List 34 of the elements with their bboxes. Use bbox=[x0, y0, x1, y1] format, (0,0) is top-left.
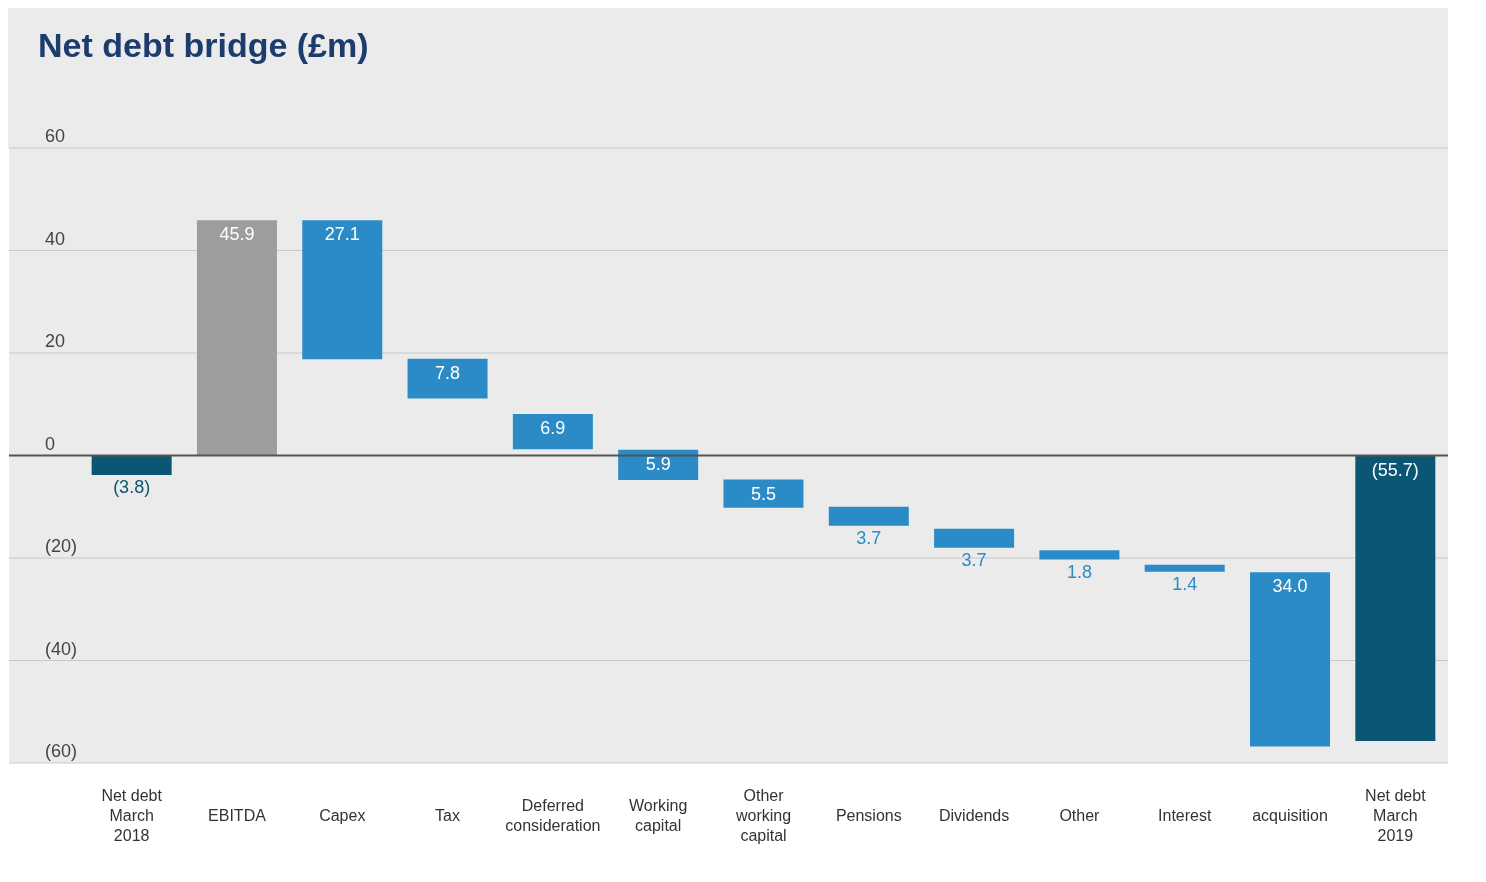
data-label: 27.1 bbox=[324, 224, 360, 245]
y-tick-label: 60 bbox=[45, 126, 66, 146]
x-tick-label: Pensions bbox=[835, 807, 902, 824]
y-tick-label: (20) bbox=[45, 536, 78, 556]
data-label: 1.4 bbox=[1172, 573, 1198, 594]
data-label: 3.7 bbox=[961, 549, 987, 570]
data-label: 5.9 bbox=[645, 453, 671, 474]
data-label: 1.8 bbox=[1066, 561, 1092, 582]
x-tick-label: Dividends bbox=[938, 807, 1010, 824]
data-label: (3.8) bbox=[113, 476, 151, 497]
data-label: 6.9 bbox=[540, 417, 566, 438]
x-tick-label: Capex bbox=[319, 807, 366, 824]
x-tick-label: Net debt March 2018 bbox=[101, 787, 163, 844]
y-tick-label: 20 bbox=[45, 331, 66, 351]
x-tick-label: Working capital bbox=[629, 797, 688, 834]
y-tick-label: 40 bbox=[45, 228, 66, 249]
x-tick-label: Other bbox=[1059, 807, 1101, 824]
data-label: 5.5 bbox=[750, 483, 776, 504]
x-tick-label: Interest bbox=[1158, 807, 1212, 824]
x-tick-label: Other working capital bbox=[734, 787, 792, 844]
y-tick-label: (40) bbox=[45, 638, 78, 659]
data-label: (55.7) bbox=[1371, 459, 1419, 480]
data-label: 3.7 bbox=[856, 527, 882, 548]
x-tick-label: Deferred consideration bbox=[505, 797, 601, 834]
y-tick-label: (60) bbox=[45, 741, 78, 761]
data-label: 45.9 bbox=[219, 224, 255, 245]
x-tick-label: EBITDA bbox=[208, 807, 267, 824]
x-tick-label: acquisition bbox=[1252, 807, 1328, 824]
data-label: 7.8 bbox=[435, 362, 461, 383]
x-tick-label: Tax bbox=[435, 807, 461, 824]
chart-title: Net debt bridge (£m) bbox=[38, 26, 369, 65]
data-label: 34.0 bbox=[1272, 576, 1308, 597]
y-tick-label: 0 bbox=[45, 433, 56, 454]
x-tick-label: Net debt March 2019 bbox=[1365, 787, 1427, 844]
